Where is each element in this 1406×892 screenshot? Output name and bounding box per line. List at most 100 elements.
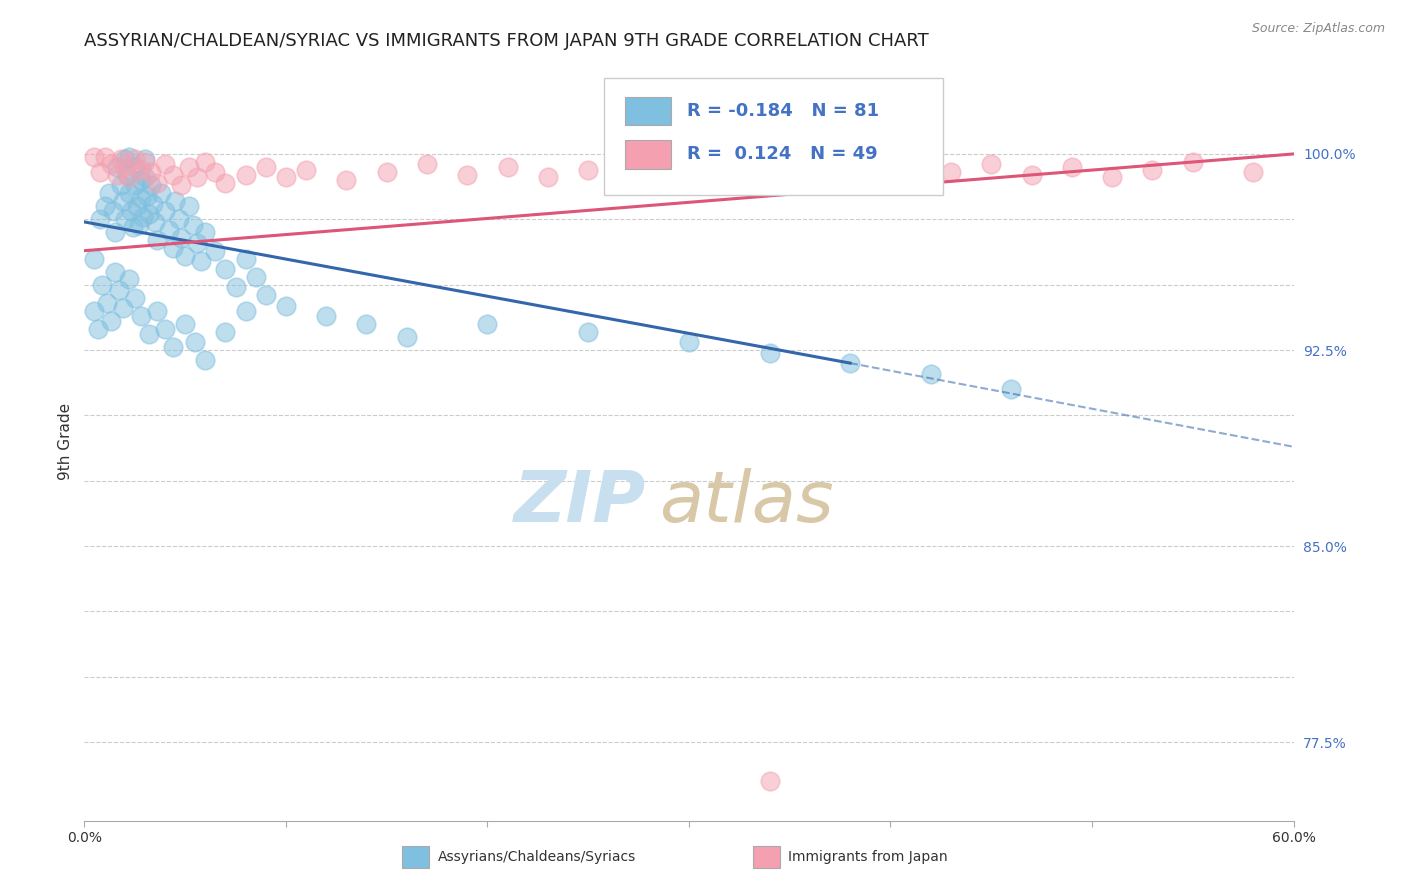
FancyBboxPatch shape — [605, 78, 943, 195]
Point — [214, 325, 236, 339]
Point — [100, 157, 122, 171]
Point — [658, 165, 681, 179]
Point — [134, 154, 156, 169]
Point — [477, 317, 499, 331]
Point — [1142, 162, 1164, 177]
Point — [194, 154, 217, 169]
Point — [416, 157, 439, 171]
Point — [496, 160, 519, 174]
Point — [104, 226, 127, 240]
Point — [110, 152, 132, 166]
Point — [139, 178, 162, 193]
Point — [143, 215, 166, 229]
Point — [146, 176, 169, 190]
Point — [274, 170, 297, 185]
Point — [89, 165, 111, 179]
Point — [190, 254, 212, 268]
Point — [174, 249, 197, 263]
Point — [1181, 154, 1204, 169]
Point — [121, 220, 143, 235]
Point — [375, 165, 398, 179]
Point — [900, 154, 922, 169]
Point — [93, 199, 115, 213]
Point — [125, 199, 148, 213]
Point — [157, 223, 180, 237]
Y-axis label: 9th Grade: 9th Grade — [58, 403, 73, 480]
Point — [97, 186, 120, 201]
Point — [779, 160, 801, 174]
Point — [124, 152, 146, 166]
Point — [165, 194, 187, 208]
Point — [146, 303, 169, 318]
Point — [758, 345, 780, 359]
Point — [162, 241, 184, 255]
Point — [214, 262, 236, 277]
Point — [132, 210, 155, 224]
Point — [235, 252, 257, 266]
Point — [105, 168, 128, 182]
Point — [115, 168, 138, 182]
Point — [186, 170, 208, 185]
Point — [149, 186, 172, 201]
Point — [89, 212, 111, 227]
Point — [537, 170, 560, 185]
Point — [167, 212, 190, 227]
Point — [162, 340, 184, 354]
Point — [758, 774, 780, 789]
Point — [174, 317, 197, 331]
Point — [170, 178, 193, 193]
Point — [254, 160, 277, 174]
Point — [114, 152, 136, 166]
Point — [129, 191, 152, 205]
Point — [124, 291, 146, 305]
Text: R = -0.184   N = 81: R = -0.184 N = 81 — [686, 102, 879, 120]
Point — [170, 230, 193, 244]
Point — [179, 199, 201, 213]
Point — [153, 157, 176, 171]
Point — [617, 154, 640, 169]
Point — [194, 226, 217, 240]
Point — [697, 157, 720, 171]
Point — [254, 288, 277, 302]
Point — [111, 194, 134, 208]
Point — [135, 188, 157, 202]
Point — [118, 150, 141, 164]
Text: Assyrians/Chaldeans/Syriacs: Assyrians/Chaldeans/Syriacs — [437, 850, 636, 864]
Point — [83, 303, 105, 318]
Point — [104, 264, 127, 278]
Point — [678, 335, 700, 350]
Point — [1021, 168, 1043, 182]
Point — [129, 162, 152, 177]
Point — [110, 178, 132, 193]
Point — [335, 173, 357, 187]
Point — [87, 322, 110, 336]
Point — [576, 162, 599, 177]
Point — [83, 150, 105, 164]
Point — [179, 160, 201, 174]
Point — [111, 301, 134, 316]
FancyBboxPatch shape — [624, 96, 671, 126]
Point — [920, 367, 942, 381]
Text: Source: ZipAtlas.com: Source: ZipAtlas.com — [1251, 22, 1385, 36]
Point — [107, 283, 129, 297]
Point — [153, 204, 176, 219]
Point — [235, 168, 257, 182]
Point — [101, 204, 124, 219]
Point — [129, 173, 152, 187]
Point — [138, 207, 160, 221]
Text: ZIP: ZIP — [515, 467, 647, 537]
Point — [118, 170, 141, 185]
Point — [118, 272, 141, 286]
Point — [124, 178, 146, 193]
Point — [96, 296, 118, 310]
Point — [1241, 165, 1264, 179]
Point — [315, 309, 337, 323]
Point — [204, 244, 226, 258]
Point — [91, 277, 114, 292]
Point — [100, 314, 122, 328]
Point — [204, 165, 226, 179]
Point — [138, 327, 160, 342]
Point — [235, 303, 257, 318]
Point — [839, 356, 862, 370]
Point — [939, 165, 962, 179]
